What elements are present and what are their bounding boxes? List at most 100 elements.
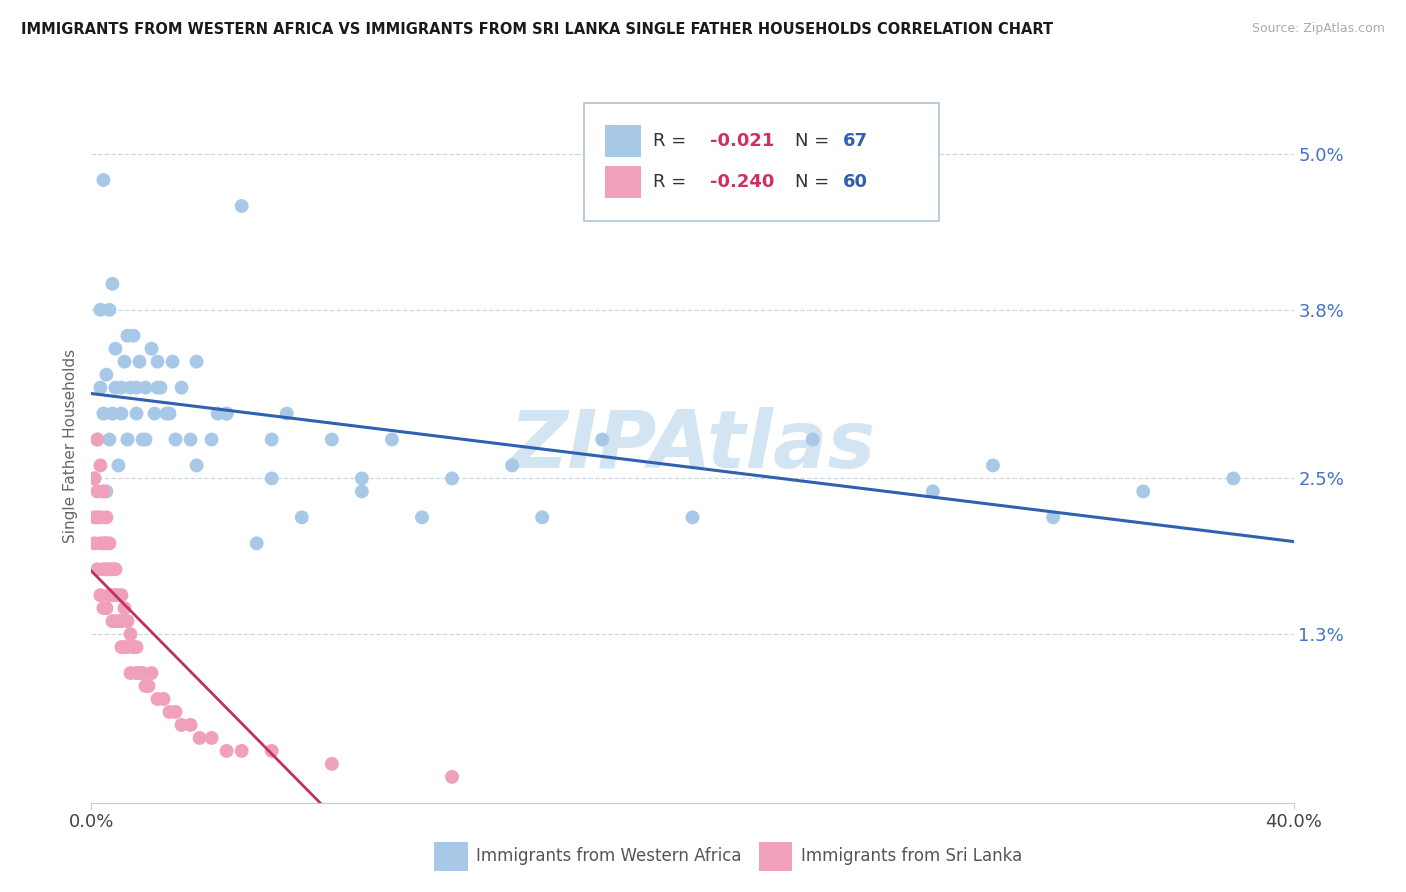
Point (114, 601, 136, 615)
Point (125, 666, 148, 681)
Point (93, 173, 115, 187)
Point (321, 433, 343, 447)
Point (96, 536, 118, 550)
Point (231, 199, 253, 213)
Point (110, 640, 132, 654)
Point (141, 342, 163, 356)
Point (89, 536, 111, 550)
Point (104, 562, 127, 576)
Point (114, 354, 136, 368)
Text: N =: N = (794, 132, 835, 150)
Point (260, 471, 283, 485)
Point (93, 562, 115, 576)
Point (411, 510, 433, 524)
Point (98, 433, 121, 447)
Point (134, 433, 156, 447)
Point (83, 510, 105, 524)
Point (276, 407, 298, 421)
Point (1132, 484, 1154, 499)
Point (381, 433, 404, 447)
Bar (605, 125, 641, 157)
Point (107, 588, 129, 602)
Point (155, 407, 177, 421)
Point (981, 458, 1004, 473)
Point (143, 407, 166, 421)
Point (146, 354, 169, 368)
Point (215, 407, 238, 421)
Point (170, 381, 193, 395)
Point (89, 381, 111, 395)
Bar (434, 842, 468, 871)
Point (134, 381, 156, 395)
Point (89, 510, 111, 524)
Point (681, 510, 703, 524)
Point (159, 407, 181, 421)
Point (117, 640, 139, 654)
Point (501, 458, 523, 473)
Point (531, 510, 554, 524)
Text: -0.240: -0.240 (710, 173, 775, 191)
Point (170, 718, 193, 732)
Point (125, 640, 148, 654)
Point (89, 458, 111, 473)
Point (186, 458, 208, 473)
Point (114, 640, 136, 654)
Point (104, 342, 127, 356)
Point (165, 705, 187, 719)
Point (101, 588, 124, 602)
Point (96, 484, 118, 499)
Point (246, 536, 269, 550)
Point (83, 536, 105, 550)
Point (131, 433, 153, 447)
Point (138, 679, 160, 693)
Point (125, 407, 148, 421)
Point (104, 588, 127, 602)
Point (93, 484, 115, 499)
Point (186, 354, 208, 368)
Point (89, 302, 111, 317)
Point (141, 666, 163, 681)
Point (165, 433, 187, 447)
Point (83, 471, 105, 485)
Point (104, 381, 127, 395)
Point (321, 756, 343, 771)
Point (120, 666, 142, 681)
Point (128, 666, 150, 681)
Point (101, 277, 124, 291)
Text: 60: 60 (842, 173, 868, 191)
Bar (759, 842, 792, 871)
Point (180, 718, 202, 732)
Point (291, 510, 314, 524)
Point (98, 536, 121, 550)
Point (101, 562, 124, 576)
Point (122, 328, 145, 343)
Point (125, 381, 148, 395)
Point (107, 458, 129, 473)
Point (86, 510, 108, 524)
Point (93, 601, 115, 615)
Point (117, 433, 139, 447)
Point (101, 407, 124, 421)
Point (98, 562, 121, 576)
Point (104, 614, 127, 628)
Point (96, 562, 118, 576)
Text: ZIPAtlas: ZIPAtlas (509, 407, 876, 485)
Point (350, 484, 373, 499)
Point (591, 433, 613, 447)
Point (110, 588, 132, 602)
Point (188, 731, 211, 745)
Point (110, 381, 132, 395)
Point (350, 471, 373, 485)
Point (260, 744, 283, 758)
Point (1042, 510, 1064, 524)
Point (86, 562, 108, 576)
Point (260, 433, 283, 447)
Point (96, 510, 118, 524)
Point (152, 692, 174, 706)
Text: Source: ZipAtlas.com: Source: ZipAtlas.com (1251, 22, 1385, 36)
Point (86, 433, 108, 447)
Point (96, 368, 118, 382)
Point (86, 433, 108, 447)
Point (101, 614, 124, 628)
Text: 67: 67 (842, 132, 868, 150)
